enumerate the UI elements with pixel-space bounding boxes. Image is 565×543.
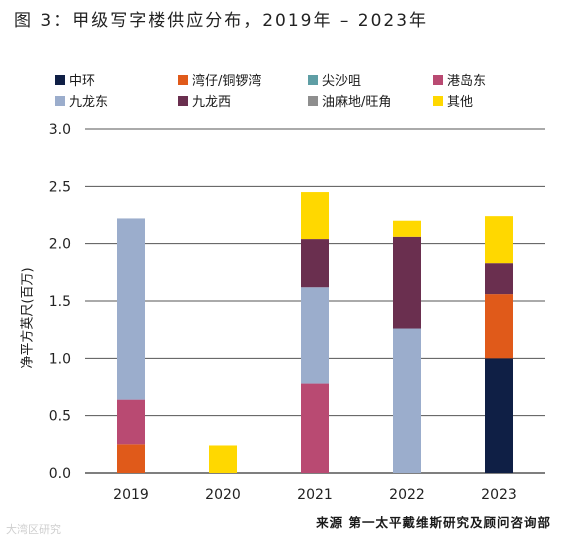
- y-tick-label: 0.5: [49, 409, 71, 425]
- chart-title: 图 3：甲级写字楼供应分布，2019年 – 2023年: [14, 11, 429, 31]
- bar-segment: [485, 294, 513, 359]
- legend-swatch: [55, 74, 65, 85]
- legend-swatch: [308, 95, 318, 106]
- legend-swatch: [308, 74, 318, 85]
- bar-segment: [393, 220, 421, 237]
- x-tick-label: 2023: [481, 487, 517, 503]
- legend-item: 油麻地/旺角: [308, 91, 391, 110]
- bar-segment: [393, 236, 421, 329]
- bar-segment: [301, 239, 329, 288]
- bar-segment: [117, 399, 145, 445]
- bar-segment: [485, 216, 513, 264]
- x-tick-label: 2021: [297, 487, 333, 503]
- legend-item: 尖沙咀: [308, 70, 361, 89]
- legend-label: 湾仔/铜锣湾: [192, 74, 262, 89]
- x-tick-label: 2022: [389, 487, 425, 503]
- bar-segment: [393, 328, 421, 473]
- legend-item: 其他: [433, 91, 473, 110]
- y-tick-label: 1.0: [49, 351, 71, 367]
- bar-segment: [301, 287, 329, 384]
- legend-item: 中环: [55, 70, 95, 89]
- bar-segment: [209, 445, 237, 473]
- bar-segment: [485, 263, 513, 295]
- source-note: 来源 第一太平戴维斯研究及顾问咨询部: [316, 515, 551, 530]
- watermark: 大湾区研究: [6, 523, 61, 536]
- legend-item: 港岛东: [433, 70, 486, 89]
- bar-segment: [117, 218, 145, 400]
- legend-label: 尖沙咀: [322, 74, 362, 89]
- legend-swatch: [55, 95, 65, 106]
- y-tick-label: 3.0: [49, 122, 71, 138]
- legend-swatch: [178, 95, 188, 106]
- x-tick-label: 2020: [205, 487, 241, 503]
- legend-label: 油麻地/旺角: [322, 95, 392, 110]
- legend-label: 港岛东: [447, 74, 487, 89]
- legend-item: 九龙东: [55, 91, 108, 110]
- legend-swatch: [433, 95, 443, 106]
- bar-segment: [301, 192, 329, 240]
- legend-label: 九龙东: [69, 95, 109, 110]
- legend-item: 九龙西: [178, 91, 231, 110]
- y-tick-label: 2.5: [49, 179, 71, 195]
- x-tick-label: 2019: [113, 487, 149, 503]
- y-tick-label: 2.0: [49, 237, 71, 253]
- legend-swatch: [178, 74, 188, 85]
- bar-segment: [485, 358, 513, 473]
- legend-item: 湾仔/铜锣湾: [178, 70, 261, 89]
- legend-label: 九龙西: [192, 95, 232, 110]
- legend-label: 其他: [447, 95, 474, 110]
- legend-label: 中环: [69, 74, 96, 89]
- y-tick-label: 1.5: [49, 294, 71, 310]
- bar-segment: [117, 444, 145, 473]
- y-tick-label: 0.0: [49, 466, 71, 482]
- bar-segment: [301, 383, 329, 473]
- legend-swatch: [433, 74, 443, 85]
